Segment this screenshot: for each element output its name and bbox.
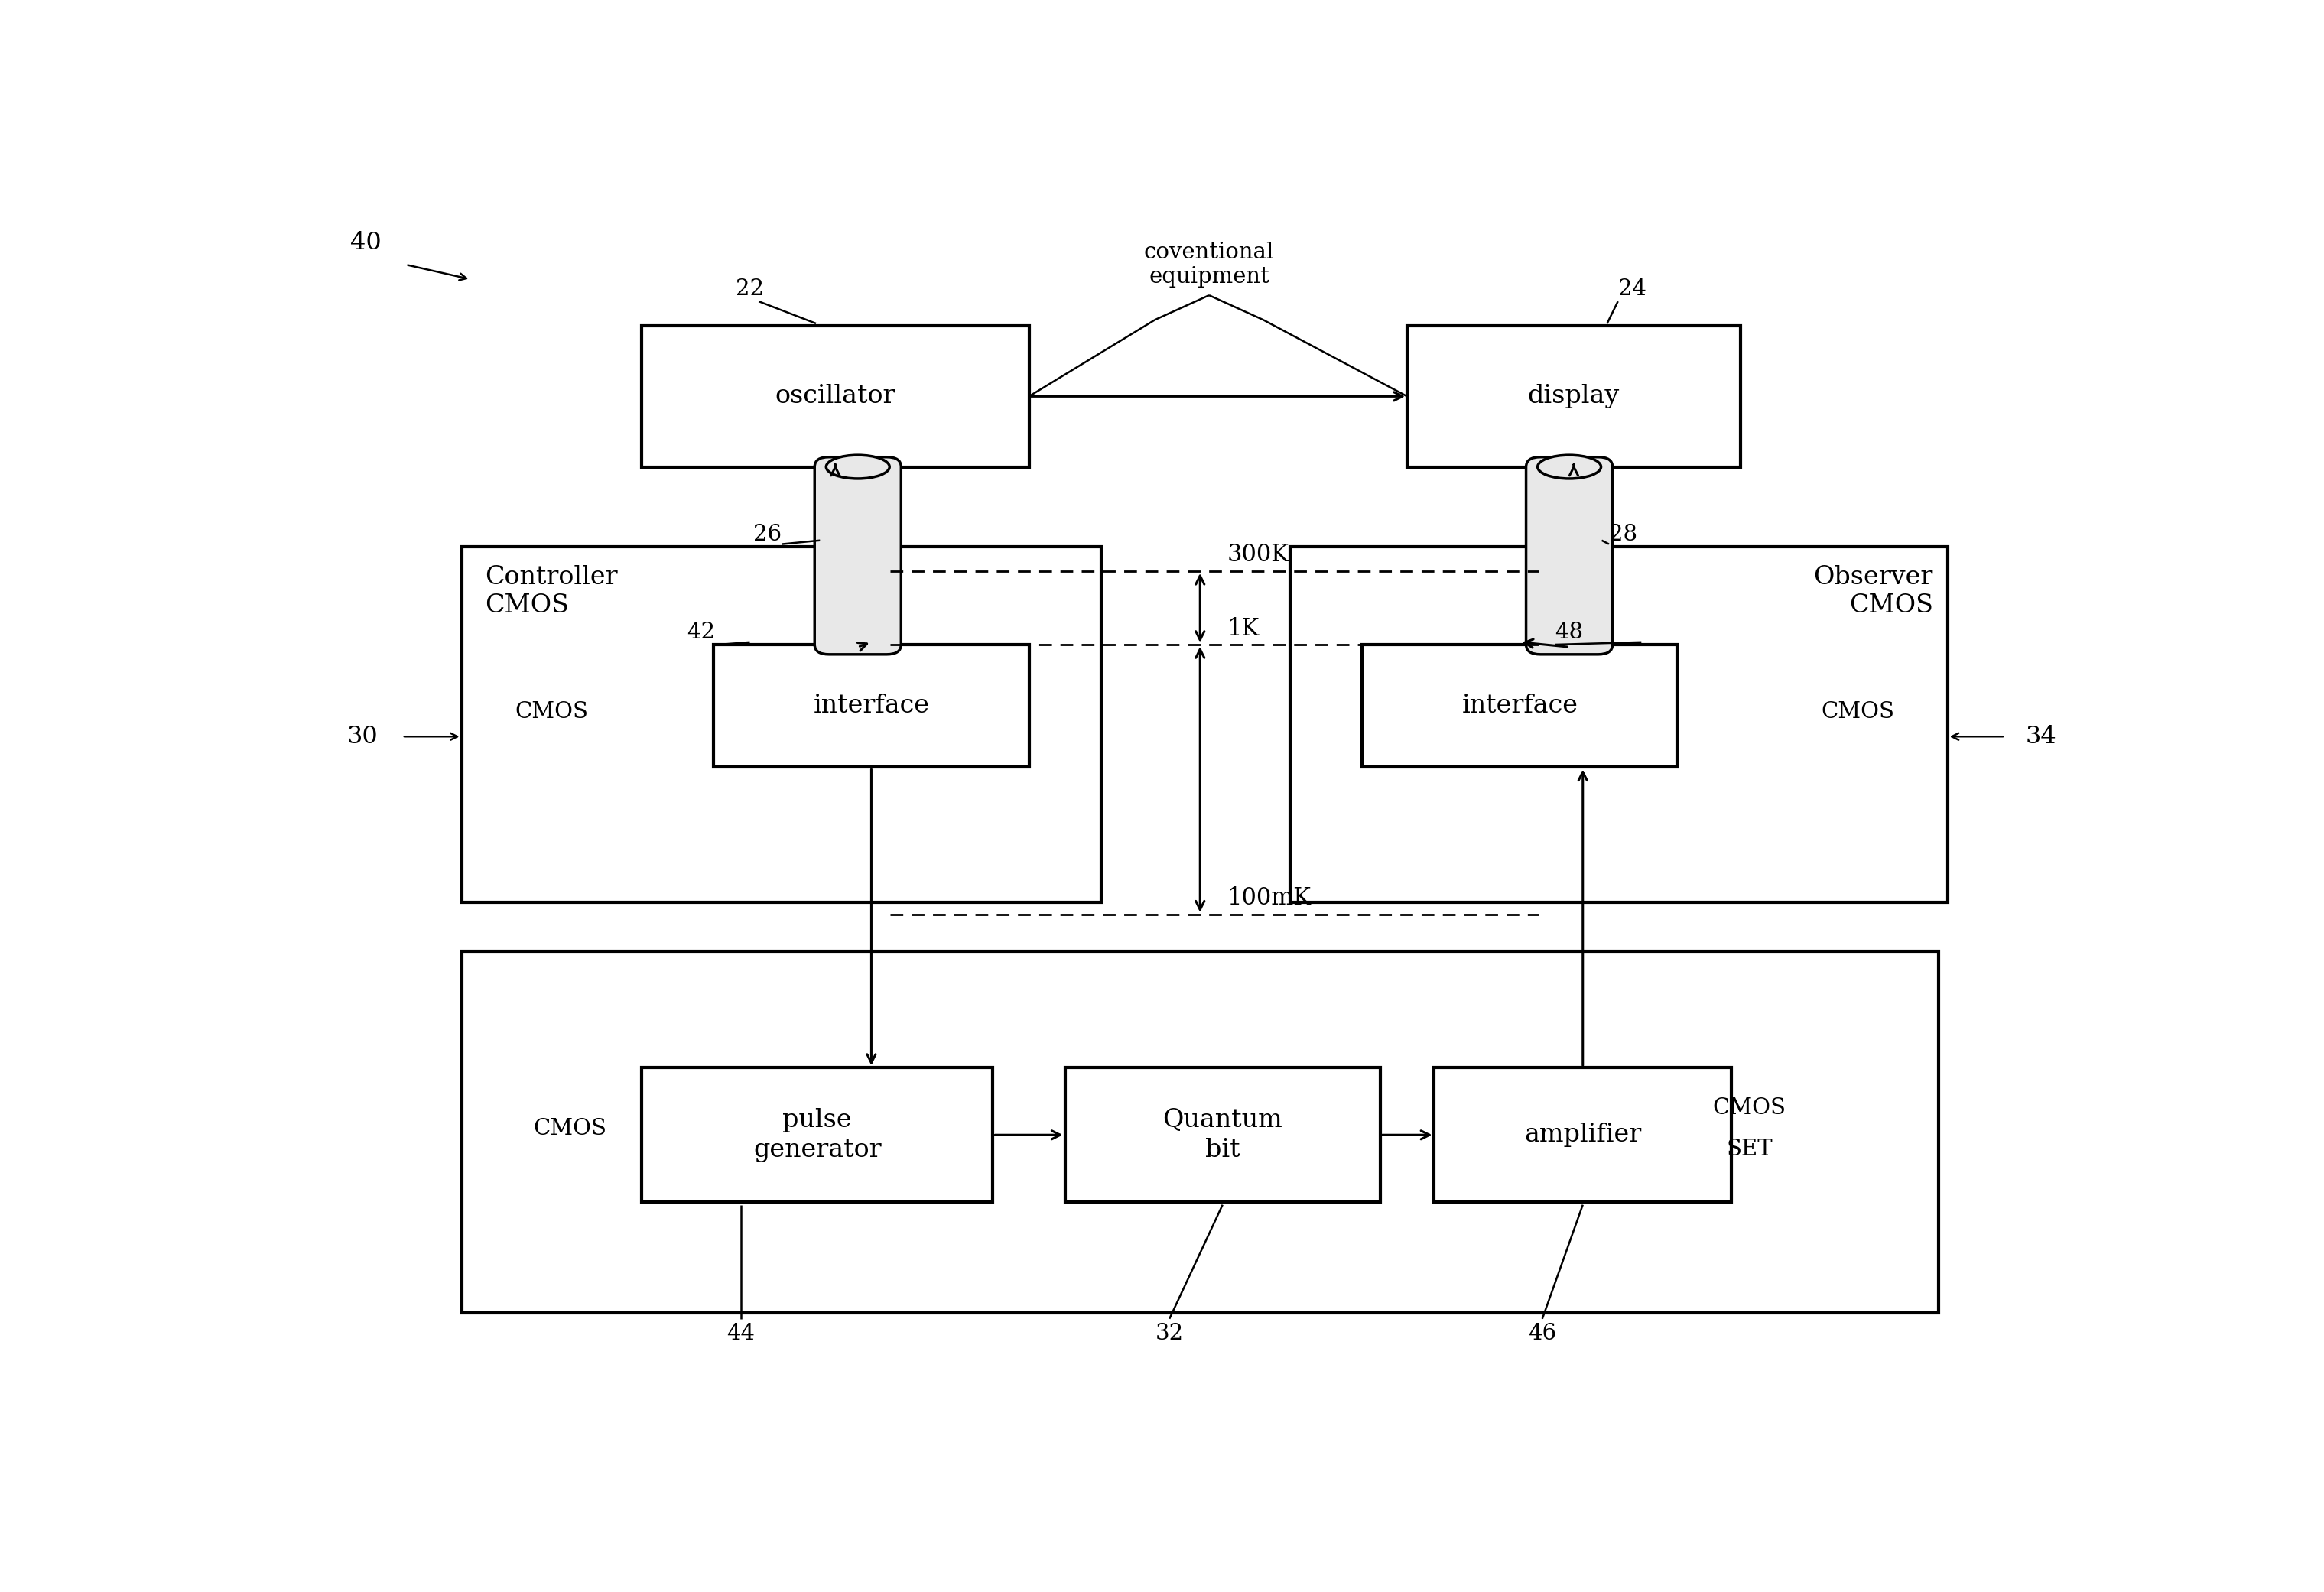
Text: pulse
generator: pulse generator xyxy=(753,1108,881,1162)
Text: 42: 42 xyxy=(688,621,716,643)
Text: 48: 48 xyxy=(1555,621,1583,643)
Text: interface: interface xyxy=(1462,694,1578,718)
Text: Observer
CMOS: Observer CMOS xyxy=(1813,565,1934,618)
Bar xyxy=(1362,645,1678,767)
Text: 100mK: 100mK xyxy=(1227,887,1311,911)
Text: 22: 22 xyxy=(737,279,765,299)
Bar xyxy=(462,950,1938,1313)
Bar xyxy=(1290,546,1948,903)
Bar xyxy=(713,645,1030,767)
Text: interface: interface xyxy=(813,694,930,718)
Bar xyxy=(1406,326,1741,466)
Text: 300K: 300K xyxy=(1227,543,1290,567)
Bar xyxy=(1064,1068,1380,1202)
Text: 44: 44 xyxy=(727,1323,755,1344)
Bar xyxy=(641,326,1030,466)
FancyBboxPatch shape xyxy=(1527,457,1613,654)
Text: amplifier: amplifier xyxy=(1525,1122,1641,1148)
Text: 28: 28 xyxy=(1608,524,1638,544)
Text: oscillator: oscillator xyxy=(776,384,895,409)
Text: coventional
equipment: coventional equipment xyxy=(1143,242,1274,288)
Text: 40: 40 xyxy=(351,231,381,255)
Text: 24: 24 xyxy=(1618,279,1645,299)
Text: 26: 26 xyxy=(753,524,781,544)
FancyBboxPatch shape xyxy=(816,457,902,654)
Text: CMOS: CMOS xyxy=(1820,702,1894,723)
Text: SET: SET xyxy=(1727,1138,1773,1161)
Text: CMOS: CMOS xyxy=(532,1118,607,1140)
Bar xyxy=(641,1068,992,1202)
Text: 34: 34 xyxy=(2027,724,2057,748)
Bar xyxy=(462,546,1102,903)
Text: display: display xyxy=(1527,384,1620,409)
Text: CMOS: CMOS xyxy=(516,702,588,723)
Text: Controller
CMOS: Controller CMOS xyxy=(486,565,618,618)
Text: CMOS: CMOS xyxy=(1713,1097,1787,1119)
Text: 32: 32 xyxy=(1155,1323,1183,1344)
Ellipse shape xyxy=(1538,455,1601,479)
Ellipse shape xyxy=(825,455,890,479)
Bar xyxy=(1434,1068,1731,1202)
Text: 46: 46 xyxy=(1529,1323,1557,1344)
Text: Quantum
bit: Quantum bit xyxy=(1162,1108,1283,1162)
Text: 1K: 1K xyxy=(1227,616,1260,640)
Text: 30: 30 xyxy=(346,724,379,748)
